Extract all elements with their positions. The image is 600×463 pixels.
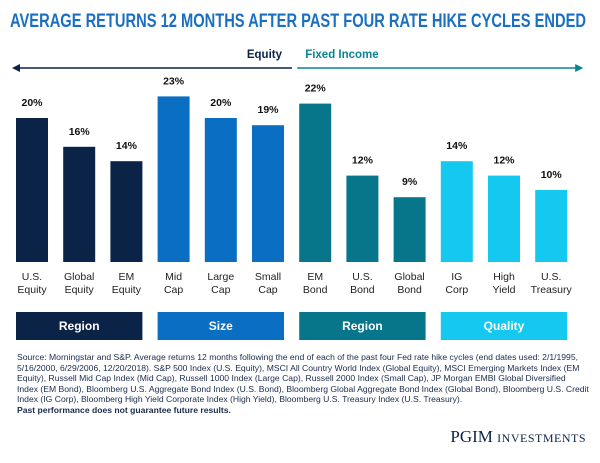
chart: AVERAGE RETURNS 12 MONTHS AFTER PAST FOU… [10, 11, 586, 340]
bar [440, 161, 473, 262]
value-label: 16% [69, 126, 91, 138]
value-label: 20% [21, 97, 43, 109]
x-tick-label: U.S. [22, 271, 42, 283]
value-label: 10% [541, 169, 563, 181]
x-tick-label: Corp [445, 284, 468, 296]
x-tick-label: Bond [350, 284, 375, 296]
bar [393, 197, 426, 262]
x-tick-label: Cap [164, 284, 183, 296]
bar [535, 190, 568, 262]
value-label: 12% [493, 155, 515, 167]
arrow-head [12, 64, 20, 72]
chart-title: AVERAGE RETURNS 12 MONTHS AFTER PAST FOU… [10, 11, 586, 32]
source-note: Source: Morningstar and S&P. Average ret… [17, 352, 589, 405]
logo: PGIM INVESTMENTS [450, 427, 586, 447]
value-label: 23% [163, 75, 185, 87]
value-label: 20% [210, 97, 232, 109]
group-label: Quality [484, 319, 525, 333]
x-tick-label: Small [255, 271, 281, 283]
x-tick-label: Equity [17, 284, 47, 296]
group-label: Size [209, 319, 233, 333]
x-tick-label: Global [394, 271, 424, 283]
bar [16, 118, 48, 262]
x-tick-label: Global [64, 271, 94, 283]
x-tick-label: Cap [211, 284, 230, 296]
footer: Source: Morningstar and S&P. Average ret… [17, 352, 589, 416]
x-tick-label: Bond [303, 284, 328, 296]
x-tick-label: U.S. [352, 271, 372, 283]
bar [299, 103, 332, 262]
x-tick-label: High [493, 271, 515, 283]
bar [252, 125, 284, 262]
group-band [157, 312, 284, 340]
bar [204, 118, 237, 262]
bar [157, 96, 190, 263]
section-label: Equity [247, 49, 283, 61]
group-band [16, 312, 143, 340]
x-tick-label: Bond [397, 284, 422, 296]
x-tick-label: U.S. [541, 271, 561, 283]
value-label: 19% [257, 104, 279, 116]
logo-mark: PGIM [450, 427, 493, 446]
x-tick-label: Equity [112, 284, 142, 296]
x-tick-label: IG [451, 271, 462, 283]
x-tick-label: Cap [258, 284, 277, 296]
x-tick-label: EM [119, 271, 135, 283]
logo-suffix: INVESTMENTS [497, 431, 586, 445]
group-label: Region [342, 319, 383, 333]
bar [346, 175, 379, 262]
x-tick-label: Treasury [531, 284, 573, 296]
group-band [299, 312, 426, 340]
bar [110, 161, 143, 262]
group-band [440, 312, 568, 340]
value-label: 22% [305, 83, 327, 95]
disclaimer: Past performance does not guarantee futu… [17, 404, 231, 415]
value-label: 9% [402, 176, 418, 188]
x-tick-label: Equity [65, 284, 95, 296]
x-tick-label: Mid [165, 271, 182, 283]
bar [63, 146, 96, 262]
bar [488, 175, 520, 262]
x-tick-label: Large [207, 271, 234, 283]
arrow-head [575, 64, 584, 72]
value-label: 12% [352, 155, 374, 167]
value-label: 14% [446, 140, 468, 152]
x-tick-label: Yield [493, 284, 516, 296]
value-label: 14% [116, 140, 138, 152]
x-tick-label: EM [307, 271, 323, 283]
group-label: Region [59, 319, 100, 333]
section-label: Fixed Income [305, 49, 379, 61]
